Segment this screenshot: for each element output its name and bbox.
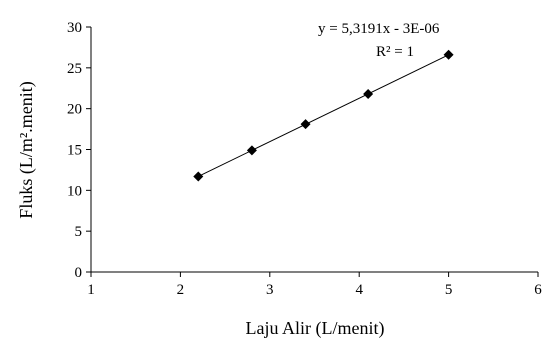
y-tick-label: 5 — [75, 224, 83, 240]
axes: 0 5 10 15 20 25 30 1 2 3 4 5 6 — [67, 20, 542, 298]
y-tick-label: 30 — [67, 20, 82, 36]
y-tick-label: 0 — [75, 265, 83, 281]
y-tick-label: 25 — [67, 61, 82, 77]
x-tick-label: 1 — [87, 282, 95, 298]
y-tick-label: 20 — [67, 102, 82, 118]
x-tick-label: 3 — [266, 282, 274, 298]
y-tick-label: 15 — [67, 143, 82, 159]
data-point — [246, 145, 257, 156]
x-tick-label: 5 — [445, 282, 453, 298]
data-point — [363, 88, 374, 99]
x-axis-title: Laju Alir (L/menit) — [246, 318, 385, 339]
trendline-equation: y = 5,3191x - 3E-06 — [318, 21, 440, 37]
data-point — [300, 119, 311, 130]
x-tick-label: 2 — [177, 282, 185, 298]
y-tick-label: 10 — [67, 183, 82, 199]
data-point — [443, 49, 454, 60]
x-tick-label: 4 — [355, 282, 363, 298]
trendline-r-squared: R² = 1 — [376, 44, 414, 60]
data-point — [193, 171, 204, 182]
trendline-layer — [198, 54, 449, 177]
points-layer — [193, 49, 454, 182]
trendline — [198, 54, 449, 177]
y-axis-title: Fluks (L/m².menit) — [16, 81, 37, 218]
x-tick-label: 6 — [534, 282, 542, 298]
